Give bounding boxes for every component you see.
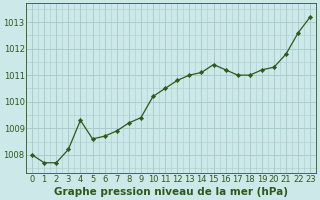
X-axis label: Graphe pression niveau de la mer (hPa): Graphe pression niveau de la mer (hPa) — [54, 187, 288, 197]
